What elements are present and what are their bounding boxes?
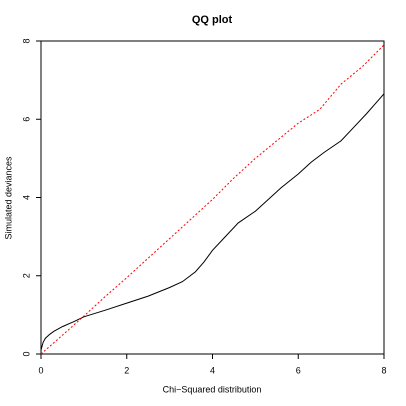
chart-title: QQ plot: [192, 14, 233, 26]
y-tick-label: 6: [21, 117, 31, 122]
y-tick-label: 8: [21, 38, 31, 43]
x-axis-label: Chi−Squared distribution: [163, 384, 262, 394]
x-tick-label: 0: [38, 365, 43, 375]
y-tick-label: 0: [21, 351, 31, 356]
series-line: [40, 93, 385, 351]
y-tick-label: 2: [21, 273, 31, 278]
y-tick-label: 4: [21, 195, 31, 200]
plot-box: [40, 40, 385, 355]
x-tick-label: 6: [296, 365, 301, 375]
x-tick-label: 4: [210, 365, 215, 375]
x-tick-label: 8: [381, 365, 386, 375]
x-tick-label: 2: [124, 365, 129, 375]
y-axis-label: Simulated deviances: [3, 156, 13, 240]
series-line: [40, 44, 385, 355]
